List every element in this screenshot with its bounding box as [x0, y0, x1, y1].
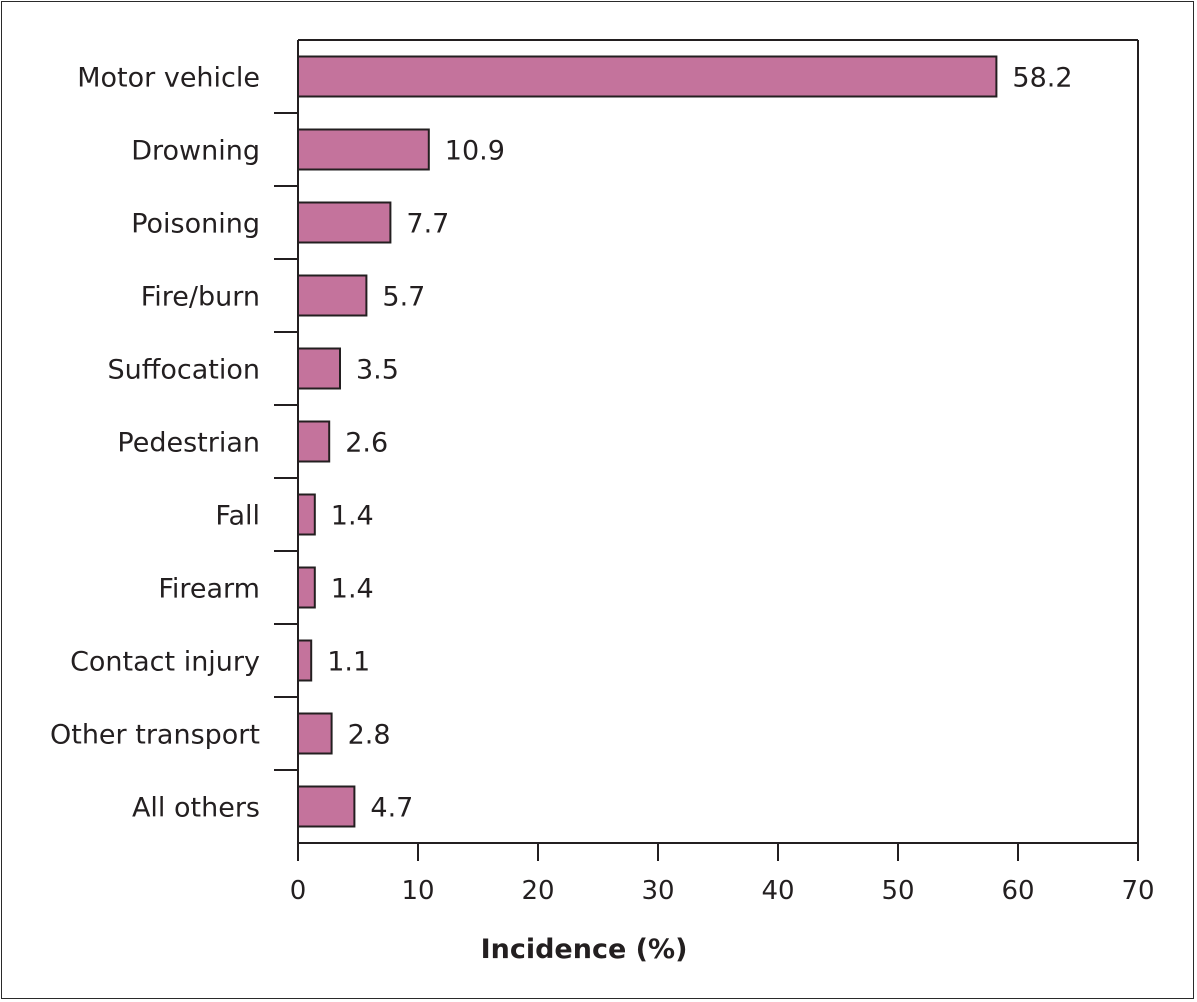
- bar: [297, 566, 316, 609]
- category-label: Fall: [215, 501, 260, 532]
- category-label: Other transport: [50, 720, 260, 751]
- bar: [297, 785, 356, 828]
- x-tick-label: 50: [881, 876, 914, 906]
- bar: [297, 493, 316, 536]
- category-label: Suffocation: [108, 355, 260, 386]
- x-tick-label: 40: [761, 876, 794, 906]
- data-label: 5.7: [382, 282, 425, 313]
- category-label: Motor vehicle: [77, 63, 260, 94]
- data-label: 2.8: [348, 720, 391, 751]
- data-label: 1.4: [331, 574, 374, 605]
- category-label: Pedestrian: [117, 428, 260, 459]
- data-label: 1.4: [331, 501, 374, 532]
- category-label: Fire/burn: [141, 282, 260, 313]
- category-label: Contact injury: [70, 647, 260, 678]
- category-label: Drowning: [131, 136, 260, 167]
- data-label: 58.2: [1012, 63, 1072, 94]
- category-label: Firearm: [158, 574, 260, 605]
- bar: [297, 128, 430, 171]
- bar: [297, 347, 341, 390]
- bar: [297, 274, 368, 317]
- bar: [297, 712, 333, 755]
- x-tick-label: 20: [521, 876, 554, 906]
- data-label: 1.1: [327, 647, 370, 678]
- x-axis-title: Incidence (%): [481, 934, 688, 965]
- data-label: 7.7: [406, 209, 449, 240]
- data-label: 3.5: [356, 355, 399, 386]
- x-tick-label: 10: [401, 876, 434, 906]
- bar: [297, 420, 331, 463]
- x-tick-label: 60: [1001, 876, 1034, 906]
- x-tick-label: 0: [290, 876, 307, 906]
- data-label: 4.7: [370, 793, 413, 824]
- bar: [297, 201, 392, 244]
- bar: [297, 639, 313, 682]
- x-tick-label: 30: [641, 876, 674, 906]
- plot-area: Motor vehicle 58.2 Drowning 10.9 Poisoning 7.…: [50, 39, 1155, 906]
- data-label: 2.6: [345, 428, 388, 459]
- category-label: All others: [132, 793, 260, 824]
- category-label: Poisoning: [131, 209, 260, 240]
- bar: [297, 55, 998, 98]
- data-label: 10.9: [445, 136, 505, 167]
- x-tick-label: 70: [1121, 876, 1154, 906]
